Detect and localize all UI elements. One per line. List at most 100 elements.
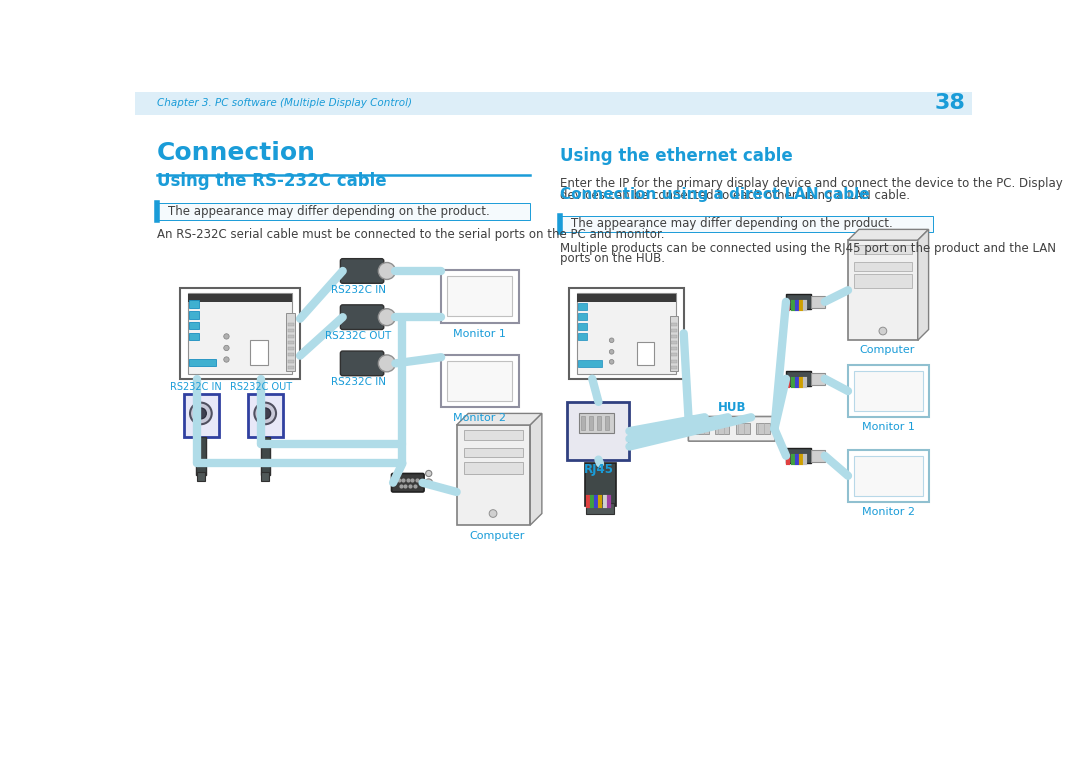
Bar: [189, 311, 199, 319]
Text: Chapter 3. PC software (Multiple Display Control): Chapter 3. PC software (Multiple Display…: [157, 98, 411, 108]
Bar: [464, 462, 523, 475]
Bar: [457, 425, 530, 525]
Circle shape: [224, 333, 229, 339]
Circle shape: [879, 327, 887, 335]
Text: Monitor 1: Monitor 1: [454, 329, 507, 339]
Bar: [637, 342, 654, 365]
Bar: [287, 323, 294, 326]
Bar: [287, 341, 294, 344]
Bar: [578, 304, 586, 311]
Bar: [672, 347, 677, 350]
Circle shape: [424, 479, 433, 487]
Bar: [670, 316, 678, 371]
Bar: [180, 288, 300, 378]
Text: 38: 38: [935, 93, 966, 113]
Bar: [786, 448, 811, 463]
Bar: [441, 270, 518, 323]
Circle shape: [378, 262, 395, 279]
Text: The appearance may differ depending on the product.: The appearance may differ depending on t…: [570, 217, 892, 230]
Bar: [854, 274, 912, 288]
Bar: [696, 423, 710, 434]
Bar: [287, 353, 294, 356]
Bar: [559, 215, 933, 233]
Circle shape: [609, 338, 613, 343]
Bar: [811, 295, 825, 308]
Bar: [287, 359, 294, 362]
Circle shape: [224, 357, 229, 362]
FancyBboxPatch shape: [340, 351, 383, 375]
Bar: [197, 472, 205, 481]
Bar: [248, 394, 283, 436]
FancyBboxPatch shape: [340, 259, 383, 283]
Text: Monitor 2: Monitor 2: [454, 414, 507, 423]
Bar: [811, 372, 825, 385]
Bar: [715, 423, 729, 434]
Bar: [287, 365, 294, 369]
Bar: [447, 361, 512, 401]
Bar: [735, 423, 750, 434]
Bar: [197, 436, 205, 475]
Text: Computer: Computer: [859, 345, 915, 355]
Bar: [672, 329, 677, 332]
Circle shape: [426, 471, 432, 477]
Text: Connection using a direct LAN cable: Connection using a direct LAN cable: [559, 187, 869, 201]
Bar: [261, 472, 269, 481]
Bar: [157, 203, 530, 221]
Bar: [854, 371, 923, 411]
Bar: [672, 359, 677, 362]
Bar: [578, 360, 602, 367]
Text: The appearance may differ depending on the product.: The appearance may differ depending on t…: [167, 205, 489, 218]
Circle shape: [260, 408, 271, 419]
Circle shape: [255, 403, 276, 424]
Bar: [188, 292, 293, 374]
FancyBboxPatch shape: [392, 474, 424, 492]
Polygon shape: [530, 414, 542, 525]
Bar: [184, 394, 218, 436]
Bar: [586, 503, 613, 513]
Bar: [672, 335, 677, 338]
Bar: [567, 402, 630, 459]
Bar: [672, 353, 677, 356]
Bar: [569, 288, 684, 378]
Circle shape: [609, 359, 613, 364]
Text: Connection: Connection: [157, 140, 315, 165]
Bar: [578, 314, 586, 320]
Bar: [584, 463, 616, 506]
Bar: [672, 341, 677, 344]
Polygon shape: [918, 230, 929, 340]
FancyBboxPatch shape: [688, 417, 775, 441]
Text: Multiple products can be connected using the RJ45 port on the product and the LA: Multiple products can be connected using…: [559, 242, 1056, 255]
Text: RS232C IN: RS232C IN: [330, 377, 386, 388]
Bar: [249, 340, 268, 365]
Bar: [189, 322, 199, 330]
Circle shape: [195, 408, 206, 419]
Bar: [597, 417, 600, 430]
Bar: [848, 449, 930, 502]
Circle shape: [190, 403, 212, 424]
Bar: [447, 276, 512, 317]
Text: devices can be connected to each other using a LAN cable.: devices can be connected to each other u…: [559, 188, 909, 201]
Bar: [577, 292, 676, 374]
Bar: [579, 414, 613, 433]
Bar: [786, 371, 811, 387]
Polygon shape: [848, 230, 929, 240]
Bar: [260, 436, 270, 475]
Text: RS232C IN: RS232C IN: [330, 285, 386, 295]
FancyBboxPatch shape: [340, 305, 383, 330]
Bar: [189, 359, 216, 366]
Bar: [854, 456, 923, 496]
Text: Monitor 2: Monitor 2: [862, 507, 915, 517]
Bar: [189, 333, 199, 340]
Bar: [441, 355, 518, 407]
Bar: [848, 365, 930, 417]
Bar: [188, 294, 293, 302]
Bar: [756, 423, 770, 434]
Circle shape: [378, 309, 395, 326]
Bar: [286, 314, 296, 371]
Polygon shape: [457, 414, 542, 425]
Bar: [672, 365, 677, 369]
Bar: [854, 245, 912, 254]
Bar: [577, 294, 676, 302]
Bar: [287, 347, 294, 350]
Circle shape: [378, 355, 395, 372]
